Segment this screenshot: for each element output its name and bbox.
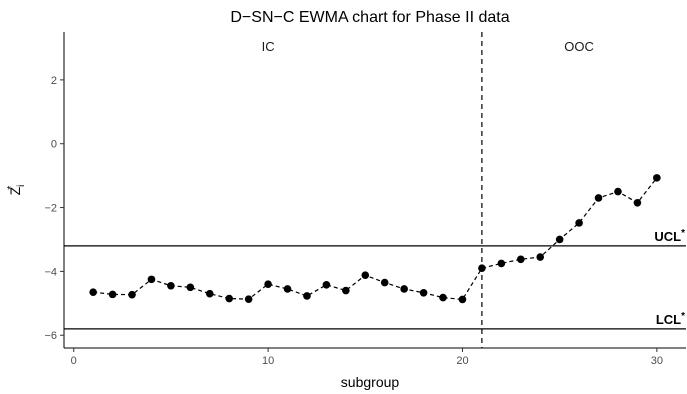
data-point [225, 294, 234, 303]
data-point [575, 219, 583, 227]
data-point [458, 295, 467, 304]
data-point [439, 293, 447, 302]
data-point [186, 283, 195, 292]
y-tick-label: 0 [51, 139, 57, 151]
ucl-label: UCL* [654, 228, 685, 244]
data-point [264, 280, 272, 288]
y-tick-label: 2 [51, 75, 57, 87]
data-point [594, 194, 603, 202]
data-point [614, 187, 622, 196]
data-point [89, 288, 97, 296]
data-point [516, 255, 525, 264]
x-tick-label: 0 [71, 355, 77, 367]
data-point [536, 253, 545, 261]
ewma-series-line [93, 177, 658, 301]
y-tick-label: −4 [44, 266, 57, 278]
data-point [147, 275, 156, 284]
data-point [167, 281, 175, 290]
data-point [361, 271, 370, 280]
data-point [128, 290, 136, 299]
chart-title: D−SN−C EWMA chart for Phase II data [230, 9, 509, 26]
y-tick-label: −6 [44, 330, 57, 342]
data-point [380, 278, 389, 287]
data-point [419, 288, 428, 297]
x-tick-label: 20 [456, 355, 468, 367]
data-point [497, 259, 506, 268]
y-tick-label: −2 [44, 203, 57, 215]
data-point [205, 289, 214, 298]
y-axis-label: Zi* [6, 185, 27, 196]
lcl-label: LCL* [656, 311, 685, 327]
data-point [108, 290, 117, 299]
data-point [322, 281, 331, 289]
data-point [303, 292, 311, 300]
region-label-ic: IC [262, 39, 275, 54]
data-point [400, 285, 408, 293]
x-tick-label: 10 [262, 355, 274, 367]
data-point [555, 235, 564, 244]
region-label-ooc: OOC [564, 39, 594, 54]
data-point [633, 198, 642, 207]
data-point [653, 174, 661, 182]
data-point [478, 264, 486, 273]
data-point [342, 286, 350, 295]
y-axis-label-text: Zi* [6, 185, 27, 196]
x-tick-label: 30 [651, 355, 663, 367]
x-axis-label: subgroup [341, 374, 400, 390]
data-point [244, 295, 253, 303]
data-point [283, 285, 292, 293]
